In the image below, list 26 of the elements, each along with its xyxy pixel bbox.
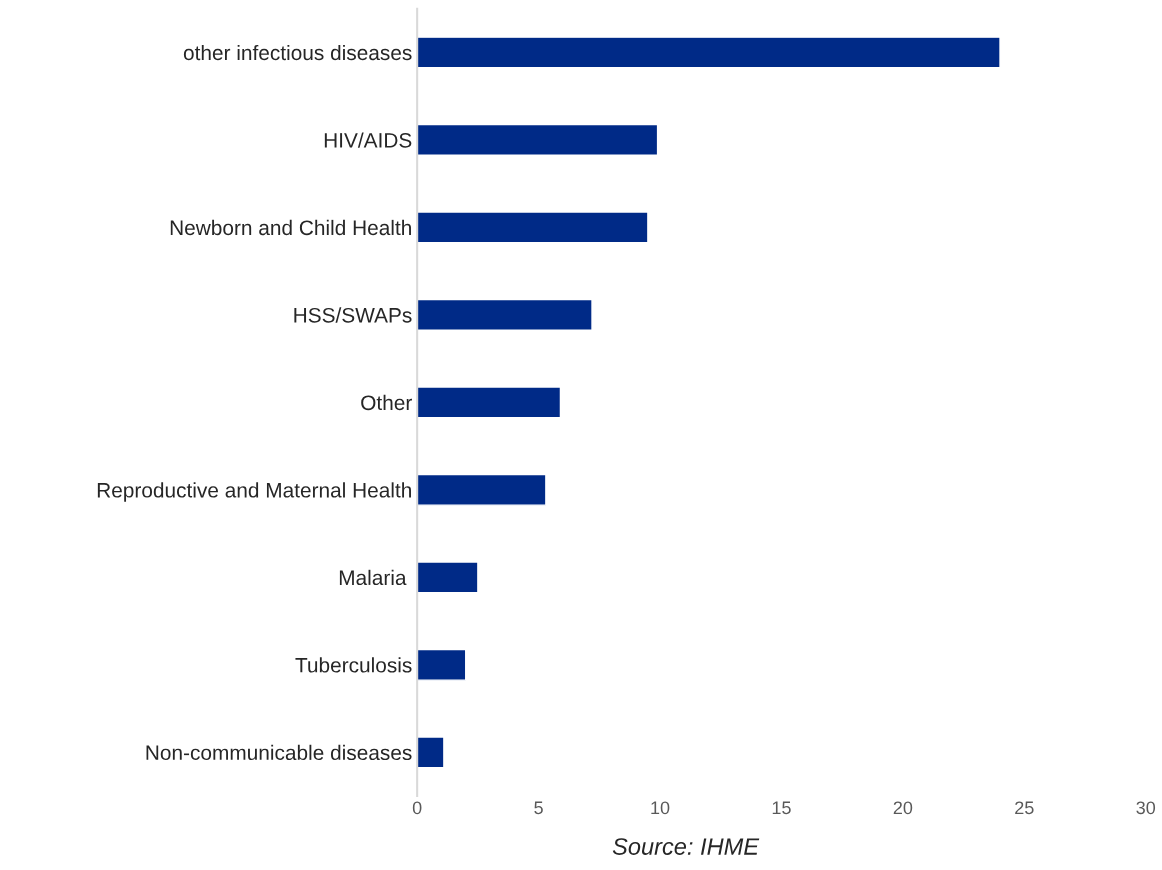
x-tick-label: 10 bbox=[651, 801, 670, 815]
x-tick-label: 20 bbox=[893, 801, 913, 815]
y-tick-label: Other bbox=[361, 394, 412, 411]
bar bbox=[417, 211, 649, 244]
bar bbox=[417, 298, 593, 331]
x-tick-label: 5 bbox=[534, 801, 543, 815]
bar bbox=[417, 736, 445, 769]
x-tick-label: 30 bbox=[1136, 801, 1156, 815]
y-tick-label: Tuberculosis bbox=[295, 657, 412, 673]
bar bbox=[417, 648, 467, 681]
source-note: Source: IHME bbox=[612, 838, 760, 855]
y-tick-label: Non-communicable diseases bbox=[146, 744, 412, 761]
y-tick-label: HIV/AIDS bbox=[324, 132, 412, 148]
y-tick-label: Reproductive and Maternal Health bbox=[97, 482, 411, 502]
y-tick-label: Malaria bbox=[339, 569, 407, 586]
bar bbox=[417, 36, 1001, 69]
x-tick-label: 15 bbox=[772, 801, 791, 815]
y-tick-label: other infectious diseases bbox=[183, 44, 412, 61]
x-tick-label: 25 bbox=[1015, 801, 1034, 815]
y-tick-label: HSS/SWAPs bbox=[294, 307, 412, 323]
bar bbox=[417, 123, 659, 156]
x-tick-label: 0 bbox=[412, 801, 422, 815]
bar bbox=[417, 561, 479, 594]
y-tick-label: Newborn and Child Health bbox=[170, 219, 411, 236]
bar bbox=[417, 386, 562, 419]
bar bbox=[417, 473, 547, 506]
